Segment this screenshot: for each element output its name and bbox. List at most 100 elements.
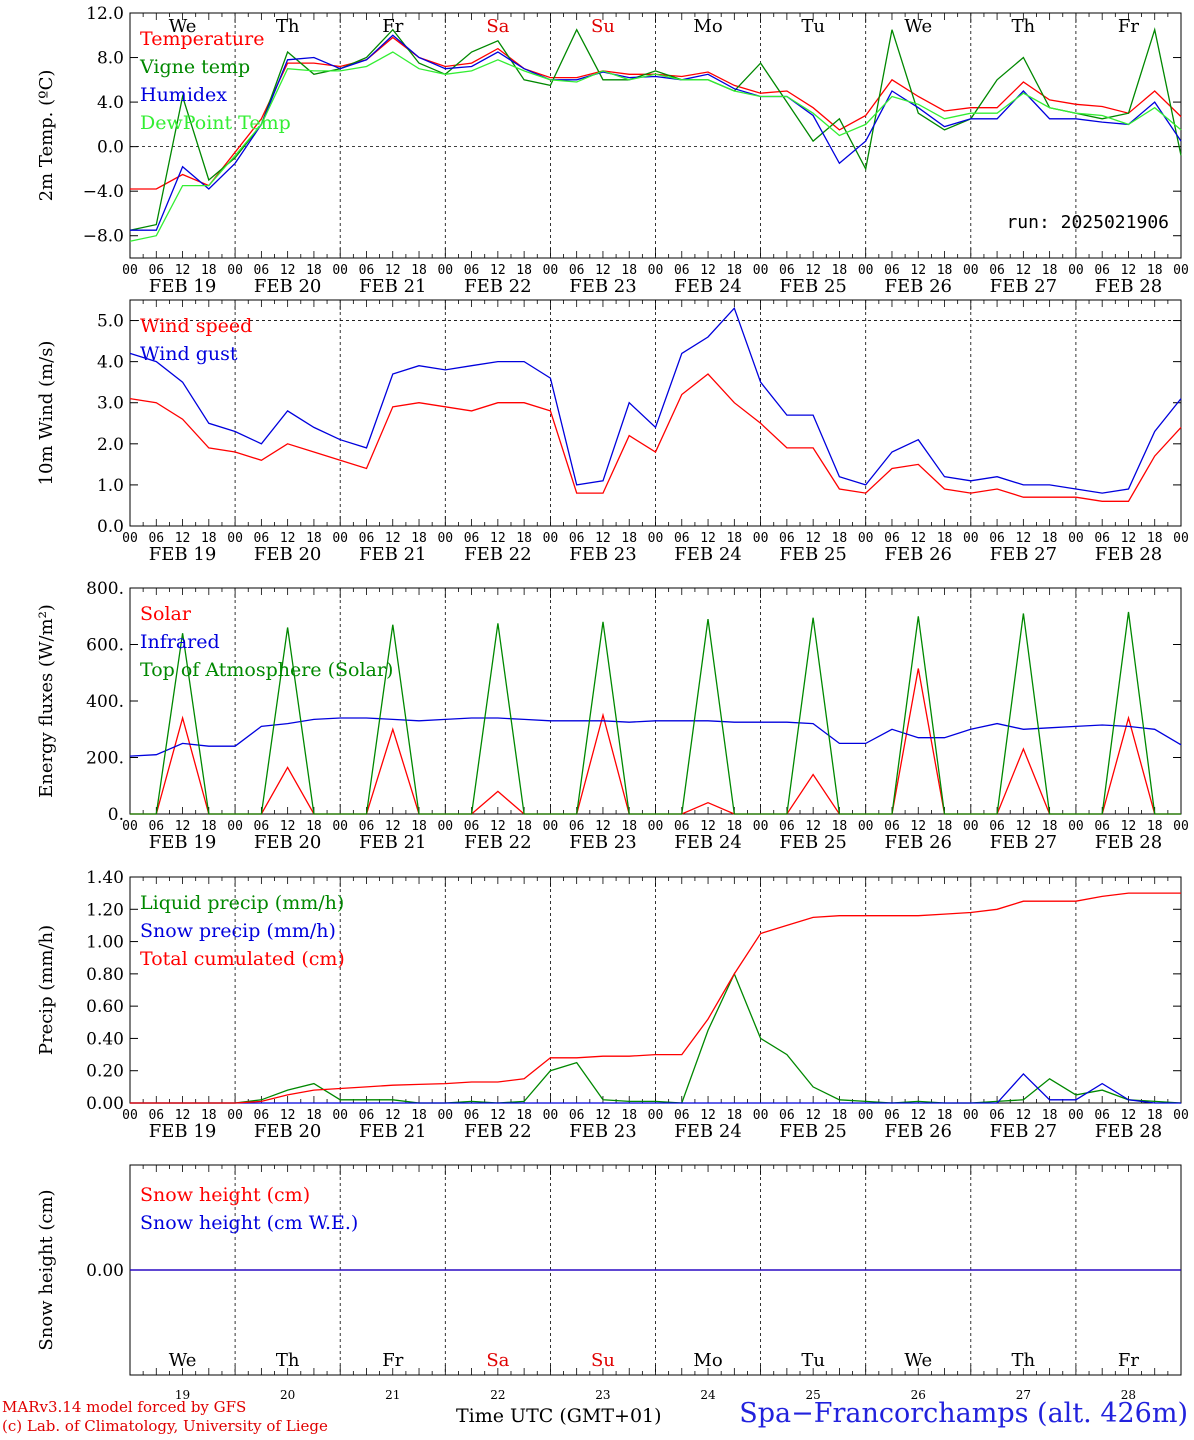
hour-tick-label: 12 [700,263,716,278]
hour-tick-label: 12 [595,263,611,278]
hour-tick-label: 00 [437,263,453,278]
y-tick-label: 400. [86,692,124,712]
date-label: FEB 24 [674,544,741,565]
hour-tick-label: 06 [359,819,375,834]
hour-tick-label: 18 [621,1108,637,1123]
hour-tick-label: 06 [674,819,690,834]
y-axis-title: Snow height (cm) [36,1189,57,1350]
hour-tick-label: 18 [621,531,637,546]
date-label: FEB 28 [1095,1121,1162,1142]
date-label: FEB 27 [990,832,1057,853]
hour-tick-label: 06 [148,1108,164,1123]
date-label: FEB 27 [990,1121,1057,1142]
hour-tick-label: 18 [832,263,848,278]
hour-tick-label: 06 [884,1108,900,1123]
hour-tick-label: 18 [516,819,532,834]
hour-tick-label: 00 [543,819,559,834]
hour-tick-label: 06 [1094,531,1110,546]
hour-tick-label: 18 [516,531,532,546]
hour-tick-label: 00 [543,263,559,278]
hour-tick-label: 12 [175,1108,191,1123]
hour-tick-label: 12 [805,819,821,834]
hour-tick-label: 06 [884,819,900,834]
hour-tick-label: 06 [989,263,1005,278]
hour-tick-label: 00 [227,531,243,546]
hour-tick-label: 12 [1016,819,1032,834]
hour-tick-label: 00 [227,263,243,278]
weekday-label: Tu [801,1350,825,1371]
hour-tick-label: 06 [674,263,690,278]
hour-tick-label: 12 [175,263,191,278]
hour-tick-label: 18 [201,1108,217,1123]
hour-tick-label: 00 [122,263,138,278]
weekday-label: Su [591,16,615,37]
date-label: FEB 24 [674,276,741,297]
y-tick-label: 4.0 [97,93,124,113]
hour-tick-label: 06 [779,819,795,834]
day-number-label: 27 [1016,1388,1031,1402]
hour-tick-label: 00 [1173,531,1189,546]
hour-tick-label: 00 [963,1108,979,1123]
day-number-label: 23 [595,1388,610,1402]
hour-tick-label: 06 [989,1108,1005,1123]
hour-tick-label: 00 [227,1108,243,1123]
hour-tick-label: 18 [1147,819,1163,834]
day-number-label: 20 [280,1388,295,1402]
date-label: FEB 27 [990,276,1057,297]
hour-tick-label: 18 [516,263,532,278]
day-number-label: 28 [1121,1388,1136,1402]
weekday-label: Fr [382,1350,403,1371]
y-tick-label: −8.0 [83,227,124,247]
hour-tick-label: 12 [385,531,401,546]
date-label: FEB 25 [779,544,846,565]
chart-panel-1: 12.0 8.0 4.0 0.0 −4.0 −8.0 2m Temp. (ºC) Temper… [36,4,1189,297]
hour-tick-label: 12 [490,263,506,278]
y-tick-label: 0.0 [97,517,124,537]
hour-tick-label: 00 [332,819,348,834]
hour-tick-label: 06 [1094,1108,1110,1123]
hour-tick-label: 06 [148,819,164,834]
hour-tick-label: 18 [306,263,322,278]
hour-tick-label: 12 [910,819,926,834]
hour-tick-label: 12 [700,819,716,834]
y-tick-label: 0.80 [86,965,124,985]
hour-tick-label: 06 [254,263,270,278]
date-label: FEB 26 [885,1121,952,1142]
hour-tick-label: 12 [805,1108,821,1123]
y-tick-label: 200. [86,749,124,769]
hour-tick-label: 18 [201,819,217,834]
legend-entry: Solar [140,603,192,625]
hour-tick-label: 12 [910,1108,926,1123]
date-label: FEB 19 [149,544,216,565]
y-tick-label: 2.0 [97,435,124,455]
legend-entry: Humidex [140,84,227,106]
hour-tick-label: 00 [753,531,769,546]
y-axis-title: Precip (mm/h) [36,925,57,1055]
y-tick-label: 600. [86,636,124,656]
hour-tick-label: 18 [306,531,322,546]
y-axis-title: Energy fluxes (W/m²) [36,604,57,798]
legend-entry: Snow precip (mm/h) [140,920,336,942]
hour-tick-label: 00 [648,263,664,278]
hour-tick-label: 00 [543,1108,559,1123]
time-axis-label: Time UTC (GMT+01) [456,1405,662,1427]
hour-tick-label: 00 [648,819,664,834]
hour-tick-label: 12 [1121,263,1137,278]
hour-tick-label: 00 [963,819,979,834]
y-tick-label: 0.60 [86,997,124,1017]
hour-tick-label: 18 [726,1108,742,1123]
hour-tick-label: 18 [621,263,637,278]
y-tick-label: 8.0 [97,49,124,69]
hour-tick-label: 12 [1121,531,1137,546]
hour-tick-label: 00 [1068,531,1084,546]
day-number-label: 19 [175,1388,190,1402]
hour-tick-label: 12 [175,819,191,834]
date-label: FEB 26 [885,276,952,297]
chart-panel-5: 0.00 Snow height (cm) Snow height (cm) Snow… [36,1164,1182,1402]
y-tick-label: 1.40 [86,868,124,888]
y-tick-label: −4.0 [83,182,124,202]
weekday-label: Th [276,16,300,37]
chart-panel-2: 5.0 4.0 3.0 2.0 1.0 0.0 10m Wind (m/s) Wind spe… [36,299,1189,565]
date-label: FEB 20 [254,832,321,853]
hour-tick-label: 12 [385,1108,401,1123]
